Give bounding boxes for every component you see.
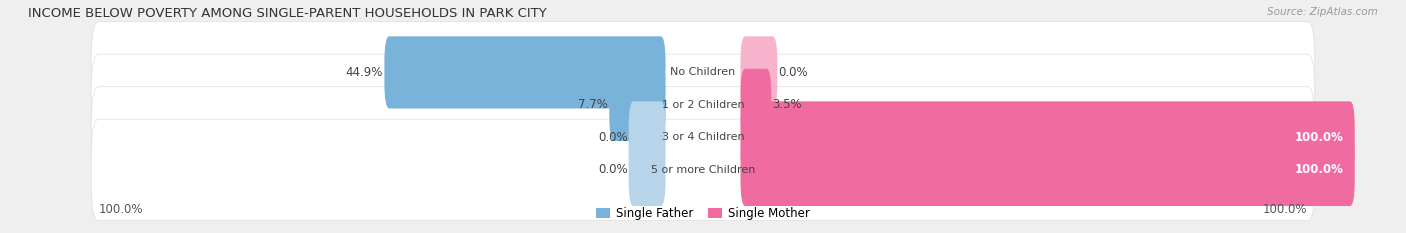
FancyBboxPatch shape <box>91 87 1315 188</box>
Text: 100.0%: 100.0% <box>1295 163 1344 176</box>
Text: 100.0%: 100.0% <box>98 203 143 216</box>
FancyBboxPatch shape <box>609 69 665 141</box>
Text: Source: ZipAtlas.com: Source: ZipAtlas.com <box>1267 7 1378 17</box>
Text: 3.5%: 3.5% <box>772 98 803 111</box>
FancyBboxPatch shape <box>628 101 665 174</box>
Text: 0.0%: 0.0% <box>598 163 627 176</box>
Text: 5 or more Children: 5 or more Children <box>651 165 755 175</box>
Text: 100.0%: 100.0% <box>1295 131 1344 144</box>
Text: 0.0%: 0.0% <box>598 131 627 144</box>
FancyBboxPatch shape <box>91 54 1315 156</box>
Text: INCOME BELOW POVERTY AMONG SINGLE-PARENT HOUSEHOLDS IN PARK CITY: INCOME BELOW POVERTY AMONG SINGLE-PARENT… <box>28 7 547 20</box>
Text: 44.9%: 44.9% <box>346 66 384 79</box>
Legend: Single Father, Single Mother: Single Father, Single Mother <box>592 202 814 225</box>
FancyBboxPatch shape <box>741 36 778 109</box>
FancyBboxPatch shape <box>384 36 665 109</box>
Text: 100.0%: 100.0% <box>1263 203 1308 216</box>
Text: 7.7%: 7.7% <box>578 98 607 111</box>
FancyBboxPatch shape <box>741 101 1355 174</box>
Text: No Children: No Children <box>671 67 735 77</box>
Text: 1 or 2 Children: 1 or 2 Children <box>662 100 744 110</box>
FancyBboxPatch shape <box>91 119 1315 221</box>
FancyBboxPatch shape <box>628 134 665 206</box>
Text: 3 or 4 Children: 3 or 4 Children <box>662 132 744 142</box>
FancyBboxPatch shape <box>741 69 772 141</box>
Text: 0.0%: 0.0% <box>779 66 808 79</box>
FancyBboxPatch shape <box>91 22 1315 123</box>
FancyBboxPatch shape <box>741 134 1355 206</box>
